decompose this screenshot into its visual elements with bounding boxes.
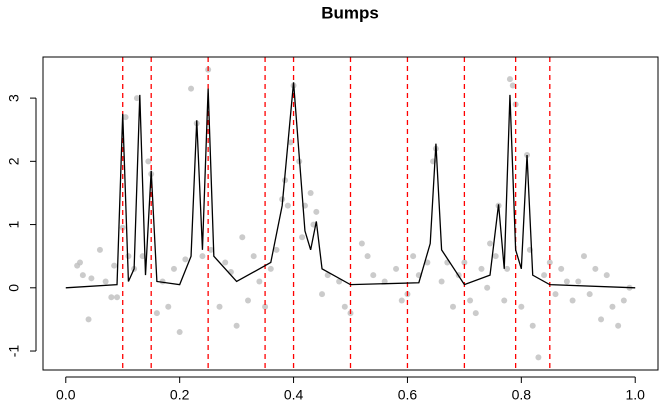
data-point [552, 291, 559, 298]
data-point [398, 297, 405, 304]
data-point [199, 253, 206, 260]
data-point [518, 303, 525, 310]
x-tick-label: 0.2 [170, 387, 190, 403]
data-point [487, 240, 494, 247]
data-point [299, 234, 306, 241]
data-point [245, 297, 251, 304]
data-point [381, 278, 388, 285]
x-tick-label: 0.8 [512, 387, 532, 403]
data-point [504, 265, 511, 272]
data-point [364, 253, 371, 260]
data-point [563, 278, 570, 285]
data-point [313, 208, 320, 215]
data-point [216, 303, 223, 310]
data-point [125, 253, 132, 260]
data-point [139, 253, 146, 260]
data-point [603, 272, 610, 279]
data-point [586, 291, 593, 298]
data-point [267, 265, 274, 272]
data-point [114, 294, 121, 301]
data-point [239, 234, 246, 241]
data-point [472, 310, 479, 317]
data-point [182, 256, 189, 263]
data-point [450, 303, 456, 310]
data-point [233, 322, 240, 329]
data-point [609, 303, 616, 310]
x-tick-label: 0.6 [398, 387, 418, 403]
data-point [336, 278, 343, 285]
data-point [88, 275, 95, 282]
data-point [153, 310, 160, 317]
y-tick-label: 0 [6, 284, 22, 292]
chart-title: Bumps [321, 3, 379, 22]
data-point [111, 262, 118, 269]
data-point [79, 272, 86, 279]
y-tick-label: 2 [6, 157, 22, 165]
data-point [592, 265, 599, 272]
data-line [65, 82, 636, 289]
x-tick-label: 1.0 [625, 387, 645, 403]
data-point [424, 259, 431, 266]
y-tick-label: 3 [6, 94, 22, 102]
data-point [569, 297, 576, 304]
data-point [324, 272, 331, 279]
x-tick-label: 0.4 [284, 387, 304, 403]
data-point [370, 272, 377, 279]
data-point [262, 303, 269, 310]
data-point [615, 322, 622, 329]
data-point [176, 329, 183, 336]
data-point [256, 278, 263, 285]
data-point [250, 253, 257, 260]
data-point [501, 297, 508, 304]
data-point [341, 303, 348, 310]
data-point [478, 265, 485, 272]
data-point [506, 76, 513, 83]
data-point [467, 297, 474, 304]
data-point [558, 265, 565, 272]
data-point [287, 139, 294, 146]
data-point [102, 278, 109, 285]
data-point [598, 316, 605, 323]
data-point [575, 278, 582, 285]
y-tick-label: 1 [6, 220, 22, 228]
data-point [122, 114, 129, 121]
data-point [541, 272, 548, 279]
data-point [133, 95, 140, 102]
data-point [188, 85, 195, 92]
x-tick-label: 0.0 [56, 387, 76, 403]
data-point [119, 224, 126, 231]
plot-frame [42, 56, 659, 371]
data-point [461, 259, 468, 266]
data-point [207, 246, 214, 253]
data-point [393, 265, 400, 272]
data-point [492, 253, 499, 260]
data-point [77, 259, 84, 266]
data-point [96, 246, 103, 253]
data-point [438, 278, 445, 285]
data-point [410, 253, 417, 260]
data-point [509, 82, 516, 89]
data-point [529, 322, 536, 329]
data-point [358, 240, 365, 247]
data-point [484, 284, 491, 291]
data-point [273, 246, 280, 253]
data-point [307, 189, 314, 196]
data-point [170, 265, 177, 272]
data-point [580, 253, 587, 260]
data-point [165, 303, 172, 310]
data-point [620, 297, 627, 304]
data-point [284, 202, 291, 209]
data-point [319, 291, 326, 298]
data-point [222, 259, 229, 266]
data-point [85, 316, 92, 323]
data-point [145, 158, 152, 165]
data-point [108, 294, 115, 301]
data-point [535, 354, 542, 361]
data-point [546, 259, 553, 266]
y-tick-label: -1 [6, 345, 22, 358]
